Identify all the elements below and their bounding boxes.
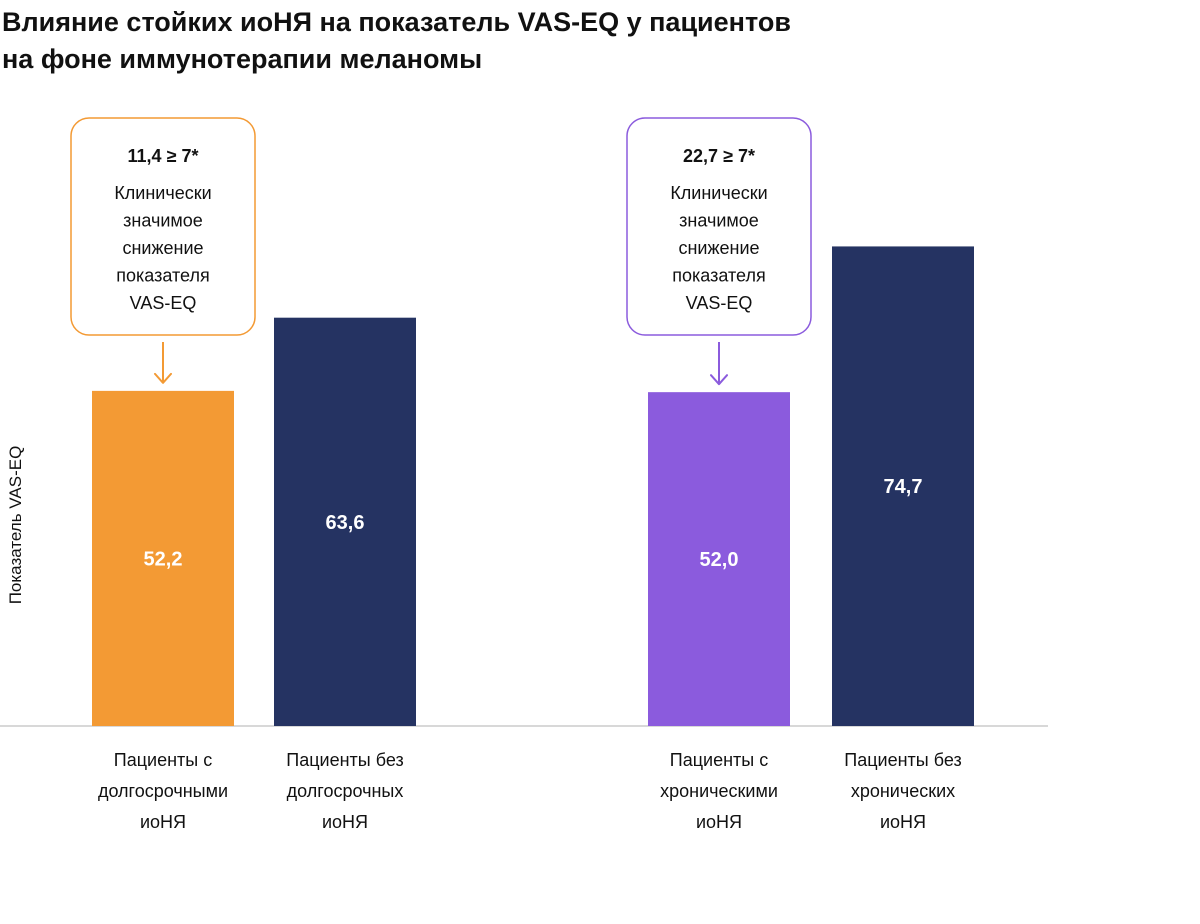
callout-2-text-line-5: VAS-EQ bbox=[686, 293, 753, 313]
callout-2-text-line-4: показателя bbox=[672, 266, 765, 286]
category-label-1-line-1: Пациенты с bbox=[114, 750, 212, 770]
category-label-2-line-3: иоНЯ bbox=[322, 812, 368, 832]
callout-2-text-line-2: значимое bbox=[679, 211, 759, 231]
callout-1-text-line-4: показателя bbox=[116, 266, 209, 286]
callout-2-text-line-1: Клинически bbox=[670, 183, 767, 203]
bar-3 bbox=[648, 392, 790, 726]
callout-1-text-line-2: значимое bbox=[123, 211, 203, 231]
category-label-1-line-2: долгосрочными bbox=[98, 781, 228, 801]
callout-1-text-line-3: снижение bbox=[122, 238, 203, 258]
bar-2 bbox=[274, 317, 416, 726]
category-label-2-line-1: Пациенты без bbox=[286, 750, 403, 770]
callout-arrow-head-icon-1 bbox=[154, 372, 172, 384]
callout-box-1 bbox=[70, 117, 256, 336]
bar-value-label-4: 74,7 bbox=[884, 476, 923, 498]
callout-1-text-line-5: VAS-EQ bbox=[130, 293, 197, 313]
callout-headline-1: 11,4 ≥ 7* bbox=[128, 146, 199, 166]
chart-title-line-1: Влияние стойких иоНЯ на показатель VAS-E… bbox=[2, 7, 791, 37]
bar-value-label-3: 52,0 bbox=[700, 549, 739, 571]
callout-headline-2: 22,7 ≥ 7* bbox=[683, 146, 755, 166]
bar-value-label-1: 52,2 bbox=[144, 548, 183, 570]
callout-box-2 bbox=[626, 117, 812, 336]
y-axis-label: Показатель VAS-EQ bbox=[6, 446, 25, 605]
bar-1 bbox=[92, 390, 234, 726]
category-label-4-line-3: иоНЯ bbox=[880, 812, 926, 832]
category-label-3-line-3: иоНЯ bbox=[696, 812, 742, 832]
callout-1-text-line-1: Клинически bbox=[114, 183, 211, 203]
callouts-layer: 11,4 ≥ 7* Клинически значимое снижение показ… bbox=[70, 117, 812, 386]
category-label-1-line-3: иоНЯ bbox=[140, 812, 186, 832]
category-label-4-line-2: хронических bbox=[851, 781, 955, 801]
callout-arrow-head-icon-2 bbox=[710, 374, 728, 386]
category-label-3-line-1: Пациенты с bbox=[670, 750, 768, 770]
bar-4 bbox=[832, 246, 974, 726]
category-label-3-line-2: хроническими bbox=[660, 781, 778, 801]
chart-title: Влияние стойких иоНЯ на показатель VAS-E… bbox=[2, 4, 1002, 78]
bars-layer: 52,2 Пациенты с долгосрочными иоНЯ 63,6 Пацие… bbox=[92, 246, 974, 832]
category-label-2-line-2: долгосрочных bbox=[287, 781, 404, 801]
bar-value-label-2: 63,6 bbox=[326, 512, 365, 534]
chart-title-line-2: на фоне иммунотерапии меланомы bbox=[2, 44, 483, 74]
callout-2-text-line-3: снижение bbox=[678, 238, 759, 258]
category-label-4-line-1: Пациенты без bbox=[844, 750, 961, 770]
